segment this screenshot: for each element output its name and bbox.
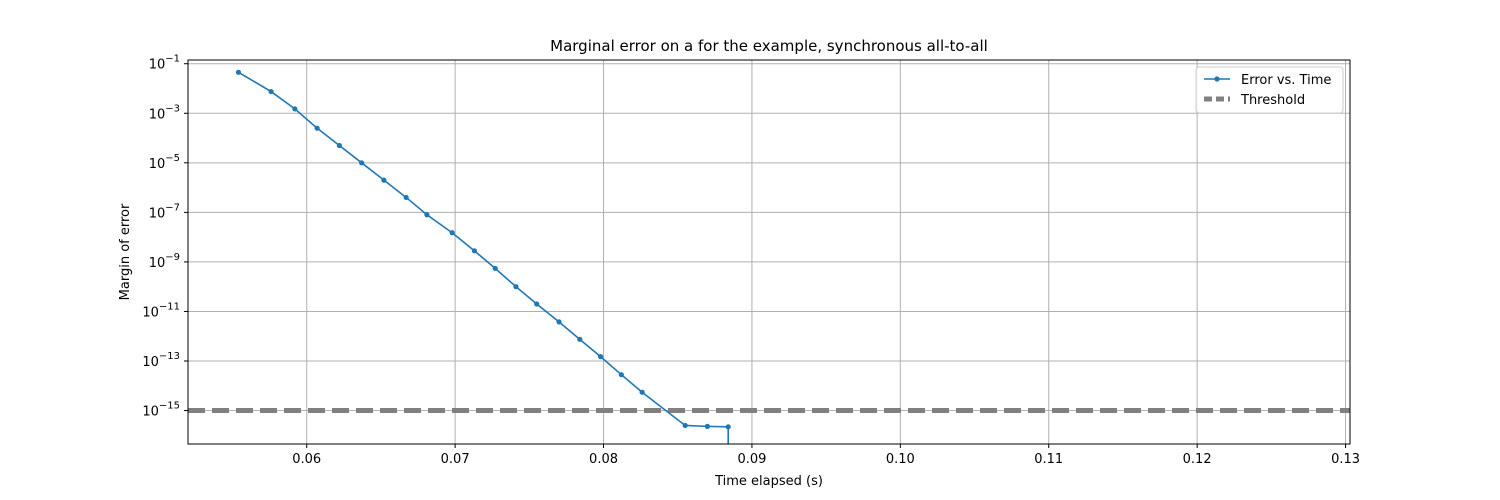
data-point bbox=[268, 88, 274, 95]
data-point bbox=[597, 354, 604, 360]
y-axis-title: Margin of error bbox=[118, 203, 133, 300]
y-tick-label: 10−11 bbox=[142, 301, 180, 320]
y-tick-label: 10−5 bbox=[149, 153, 180, 172]
chart-title: Marginal error on a for the example, syn… bbox=[550, 37, 988, 55]
data-point bbox=[292, 106, 298, 112]
legend-box bbox=[1195, 66, 1344, 114]
plot-area bbox=[188, 60, 1350, 444]
legend-label-threshold: Threshold bbox=[1240, 93, 1305, 108]
y-tick-label: 10−13 bbox=[142, 351, 180, 370]
legend-label-error: Error vs. Time bbox=[1241, 73, 1331, 88]
data-point bbox=[618, 372, 624, 378]
legend: Error vs. Time Threshold bbox=[1195, 66, 1344, 114]
x-tick-label: 0.10 bbox=[886, 452, 915, 467]
data-point bbox=[513, 284, 519, 290]
y-tick-label: 10−3 bbox=[149, 103, 180, 122]
data-point bbox=[424, 212, 430, 218]
y-tick-label: 10−15 bbox=[142, 401, 180, 420]
x-tick-label: 0.12 bbox=[1183, 452, 1212, 467]
data-point bbox=[449, 230, 455, 236]
x-axis: 0.06 0.07 0.08 0.09 0.10 0.11 0.12 0.13 bbox=[292, 444, 1360, 467]
data-point bbox=[682, 422, 688, 429]
series-layer bbox=[188, 69, 1350, 444]
data-point bbox=[336, 142, 342, 149]
x-tick-label: 0.06 bbox=[292, 452, 321, 467]
legend-marker-error bbox=[1214, 76, 1220, 82]
grid bbox=[188, 60, 1350, 444]
y-tick-label: 10−7 bbox=[149, 202, 180, 221]
series-line-error bbox=[238, 71, 729, 428]
data-point bbox=[403, 194, 409, 201]
y-tick-label: 10−1 bbox=[149, 54, 180, 73]
x-tick-label: 0.07 bbox=[441, 452, 470, 467]
data-point bbox=[359, 160, 365, 166]
data-point bbox=[492, 265, 498, 271]
data-point bbox=[639, 389, 645, 395]
data-point bbox=[556, 319, 562, 325]
x-tick-label: 0.11 bbox=[1034, 452, 1063, 467]
data-point bbox=[725, 424, 731, 430]
x-tick-label: 0.09 bbox=[737, 452, 766, 467]
x-axis-title: Time elapsed (s) bbox=[714, 474, 823, 489]
data-point bbox=[704, 423, 711, 429]
plot-frame bbox=[187, 59, 1351, 445]
data-point bbox=[235, 69, 242, 75]
data-point bbox=[577, 336, 583, 342]
data-point bbox=[381, 177, 387, 183]
data-point bbox=[471, 248, 478, 254]
x-tick-label: 0.08 bbox=[589, 452, 618, 467]
y-axis: 10−1 10−3 10−5 10−7 10−9 10−11 10−13 10−15 bbox=[142, 54, 188, 420]
y-tick-label: 10−9 bbox=[149, 252, 180, 271]
data-point bbox=[534, 301, 540, 307]
x-tick-label: 0.13 bbox=[1331, 452, 1360, 467]
data-point bbox=[314, 125, 320, 131]
